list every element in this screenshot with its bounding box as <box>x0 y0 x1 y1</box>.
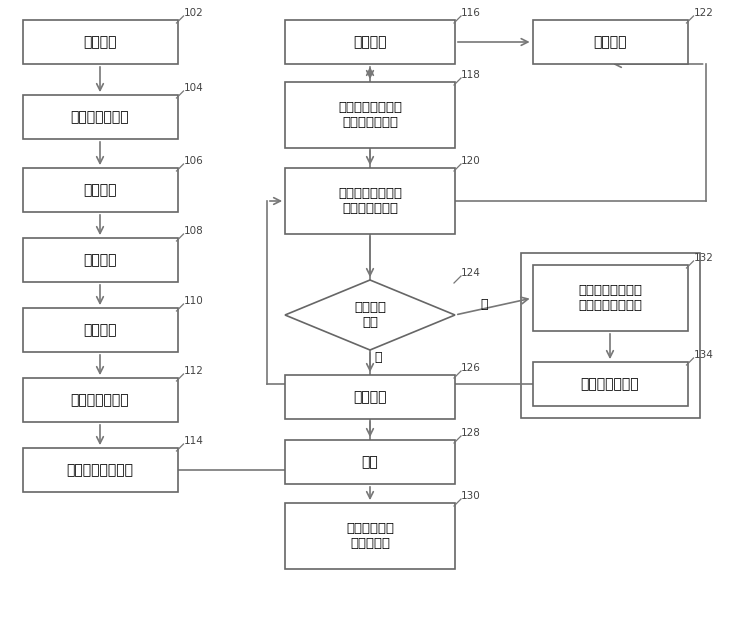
Bar <box>532 20 688 64</box>
Text: 切割颅骨: 切割颅骨 <box>353 35 387 49</box>
Text: 关闭硬脑膜且
完成开颅术: 关闭硬脑膜且 完成开颅术 <box>346 522 394 550</box>
Bar <box>23 20 177 64</box>
Text: 更新配准: 更新配准 <box>593 35 627 49</box>
Bar <box>285 375 455 419</box>
Bar <box>23 308 177 352</box>
Text: 完成轨迹
规划: 完成轨迹 规划 <box>354 301 386 329</box>
Text: 准备并规划开颅术: 准备并规划开颅术 <box>66 463 134 477</box>
Bar <box>23 238 177 282</box>
Bar <box>532 362 688 406</box>
Bar <box>23 95 177 139</box>
Polygon shape <box>285 280 455 350</box>
Text: 执行切除: 执行切除 <box>353 390 387 404</box>
Text: 开始配准: 开始配准 <box>83 183 117 197</box>
Bar <box>285 82 455 148</box>
Text: 132: 132 <box>694 253 713 263</box>
Text: 116: 116 <box>461 8 481 18</box>
Text: 导入方案: 导入方案 <box>83 35 117 49</box>
Text: 102: 102 <box>183 8 203 18</box>
Text: 确认开颅术内的接
合以及移动范围: 确认开颅术内的接 合以及移动范围 <box>338 101 402 129</box>
Text: 确认患者接合点: 确认患者接合点 <box>71 393 129 407</box>
Bar <box>520 253 699 418</box>
Bar <box>285 20 455 64</box>
Text: 114: 114 <box>183 436 204 446</box>
Text: 118: 118 <box>461 70 481 80</box>
Text: 在接合处对准接合
且设定规划的轨迹: 在接合处对准接合 且设定规划的轨迹 <box>578 284 642 312</box>
Bar <box>285 503 455 569</box>
Text: 在接合点处切割硬
脑膜且识别脑沟: 在接合点处切割硬 脑膜且识别脑沟 <box>338 187 402 215</box>
Text: 定位且固定患者: 定位且固定患者 <box>71 110 129 124</box>
Bar <box>23 378 177 422</box>
Text: 拔管: 拔管 <box>361 455 378 469</box>
Text: 130: 130 <box>461 491 481 501</box>
Bar <box>23 448 177 492</box>
Text: 124: 124 <box>461 268 481 278</box>
Text: 126: 126 <box>461 363 481 373</box>
Text: 106: 106 <box>183 156 203 166</box>
Text: 确认配准: 确认配准 <box>83 253 117 267</box>
Text: 遮盖患者: 遮盖患者 <box>83 323 117 337</box>
Text: 104: 104 <box>183 83 203 93</box>
Text: 128: 128 <box>461 428 481 438</box>
Bar <box>532 265 688 331</box>
Text: 否: 否 <box>480 298 488 311</box>
Text: 108: 108 <box>183 226 203 236</box>
Bar <box>285 168 455 234</box>
Bar <box>285 440 455 484</box>
Text: 112: 112 <box>183 366 204 376</box>
Text: 134: 134 <box>694 350 713 360</box>
Bar <box>23 168 177 212</box>
Text: 110: 110 <box>183 296 203 306</box>
Text: 是: 是 <box>374 351 382 364</box>
Text: 122: 122 <box>694 8 713 18</box>
Text: 置管到目标深度: 置管到目标深度 <box>580 377 639 391</box>
Text: 120: 120 <box>461 156 481 166</box>
